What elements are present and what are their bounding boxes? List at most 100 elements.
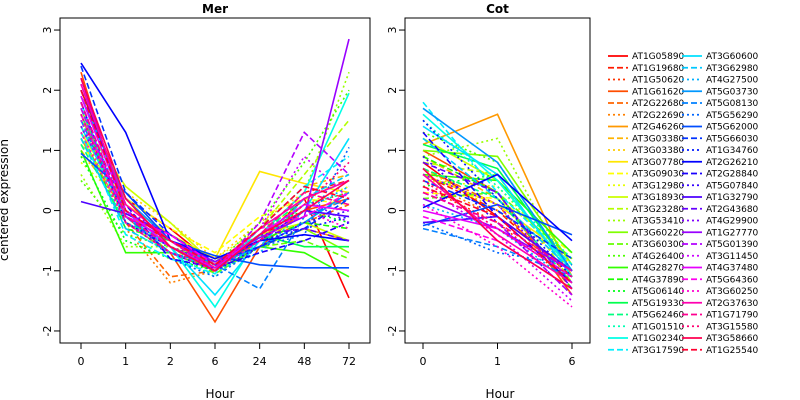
cot-series-line-at3g58660 xyxy=(422,167,573,290)
legend-label: AT1G19680 xyxy=(632,64,685,74)
legend-label: AT1G27770 xyxy=(706,228,759,238)
legend-label: AT3G23280 xyxy=(632,205,685,215)
legend-label: AT3G18930 xyxy=(632,193,685,203)
cot-panel: Cot -2 -1 0 1 2 3 0 1 6 xyxy=(386,2,591,368)
legend-label: AT3G58660 xyxy=(706,334,759,344)
legend-label: AT5G01390 xyxy=(706,240,759,250)
cot-series-line-at2g26210 xyxy=(422,173,573,242)
legend-label: AT2G43680 xyxy=(706,205,759,215)
cot-series-line-at3g53410 xyxy=(422,137,573,278)
legend-label: AT3G11450 xyxy=(706,252,759,262)
legend-label: AT1G05890 xyxy=(632,52,685,62)
legend-label: AT1G25540 xyxy=(706,346,759,356)
legend-label: AT3G12980 xyxy=(632,181,685,191)
cot-series-line-at1g02340 xyxy=(422,113,573,272)
cot-x-tick-label: 1 xyxy=(494,355,501,368)
mer-series-lines xyxy=(80,38,350,324)
cot-series-line-at2g46260 xyxy=(422,113,573,278)
cot-y-tick-label: 1 xyxy=(386,147,399,154)
cot-series-line-at1g34760 xyxy=(422,119,573,278)
legend-label: AT2G37630 xyxy=(706,299,759,309)
legend-label: AT2G22680 xyxy=(632,99,685,109)
legend-label: AT1G01510 xyxy=(632,322,685,332)
legend-label: AT2G26210 xyxy=(706,158,759,168)
legend-label: AT3G17590 xyxy=(632,346,685,356)
legend-label: AT4G27500 xyxy=(706,76,759,86)
mer-series-line-at5g07840 xyxy=(80,113,350,272)
mer-y-tick-label: 1 xyxy=(41,147,54,154)
legend-label: AT3G07780 xyxy=(632,158,685,168)
legend-label: AT3G09030 xyxy=(632,170,685,180)
legend-label: AT3G03380 xyxy=(632,146,685,156)
cot-series-line-at3g17590 xyxy=(422,101,573,266)
cot-series-line-at5g66030 xyxy=(422,179,573,260)
cot-panel-title: Cot xyxy=(486,2,509,16)
mer-x-tick-label: 0 xyxy=(78,355,85,368)
mer-series-line-at3g58660 xyxy=(80,77,350,272)
cot-y-tick-label: 3 xyxy=(386,27,399,34)
cot-series-line-at1g32790 xyxy=(422,215,573,272)
cot-y-tick-label: 0 xyxy=(386,207,399,214)
legend-label: AT3G62980 xyxy=(706,64,759,74)
mer-y-tick-label: 3 xyxy=(41,27,54,34)
mer-panel: Mer -2 -1 0 1 2 3 0 1 2 6 24 48 72 xyxy=(41,2,371,368)
cot-x-tick-label: 0 xyxy=(420,355,427,368)
legend-label: AT3G53410 xyxy=(632,217,685,227)
cot-y-tick-label: -1 xyxy=(386,265,399,276)
mer-series-line-at5g06140 xyxy=(80,156,350,272)
legend-label: AT1G50620 xyxy=(632,76,685,86)
mer-x-tick-label: 24 xyxy=(253,355,267,368)
legend-label: AT1G02340 xyxy=(632,334,685,344)
cot-x-axis-title: Hour xyxy=(486,387,515,400)
mer-x-tick-label: 2 xyxy=(167,355,174,368)
cot-y-tick-label: -2 xyxy=(386,325,399,336)
legend-label: AT5G62000 xyxy=(706,123,759,133)
legend-label: AT5G03730 xyxy=(706,87,759,97)
cot-series-line-at3g62980 xyxy=(422,137,573,272)
mer-series-line-at2g26210 xyxy=(80,62,350,260)
cot-series-line-at2g37630 xyxy=(422,173,573,284)
cot-series-line-at3g60250 xyxy=(422,203,573,308)
legend-label: AT2G22690 xyxy=(632,111,685,121)
legend-label: AT5G06140 xyxy=(632,287,685,297)
mer-y-tick-label: -2 xyxy=(41,325,54,336)
legend-label: AT3G60220 xyxy=(632,228,685,238)
legend-label: AT2G28840 xyxy=(706,170,759,180)
mer-series-line-at3g15580 xyxy=(80,113,350,266)
legend-label: AT4G37480 xyxy=(706,264,759,274)
legend-label: AT1G32790 xyxy=(706,193,759,203)
legend-label: AT3G60250 xyxy=(706,287,759,297)
legend-label: AT3G03380 xyxy=(632,134,685,144)
legend-label: AT5G64360 xyxy=(706,275,759,285)
cot-series-line-at5g01390 xyxy=(422,191,573,296)
mer-y-tick-label: 2 xyxy=(41,87,54,94)
cot-series-line-at5g03730 xyxy=(422,107,573,272)
cot-series-lines xyxy=(422,101,573,308)
cot-series-line-at1g50620 xyxy=(422,185,573,284)
mer-panel-title: Mer xyxy=(202,2,228,16)
legend-label: AT5G62460 xyxy=(632,311,685,321)
cot-series-line-at4g29900 xyxy=(422,173,573,284)
legend-label: AT4G28270 xyxy=(632,264,685,274)
legend-label: AT5G08130 xyxy=(706,99,759,109)
legend-box xyxy=(600,40,800,356)
mer-x-tick-label: 6 xyxy=(212,355,219,368)
legend-label: AT3G60600 xyxy=(706,52,759,62)
mer-series-line-at1g27770 xyxy=(80,38,350,263)
cot-series-line-at4g27500 xyxy=(422,203,573,284)
legend-label: AT2G46260 xyxy=(632,123,685,133)
legend-label: AT1G34760 xyxy=(706,146,759,156)
legend-label: AT5G66030 xyxy=(706,134,759,144)
legend-label: AT3G15580 xyxy=(706,322,759,332)
mer-y-tick-label: -1 xyxy=(41,265,54,276)
mer-x-tick-label: 1 xyxy=(122,355,129,368)
cot-series-line-at3g12980 xyxy=(422,179,573,266)
cot-series-line-at1g71790 xyxy=(422,191,573,272)
mer-x-tick-label: 72 xyxy=(342,355,356,368)
legend-label: AT5G56290 xyxy=(706,111,759,121)
cot-y-tick-label: 2 xyxy=(386,87,399,94)
mer-series-line-at2g37630 xyxy=(80,83,350,269)
legend-label: AT3G60300 xyxy=(632,240,685,250)
mer-series-line-at5g62000 xyxy=(80,152,349,269)
